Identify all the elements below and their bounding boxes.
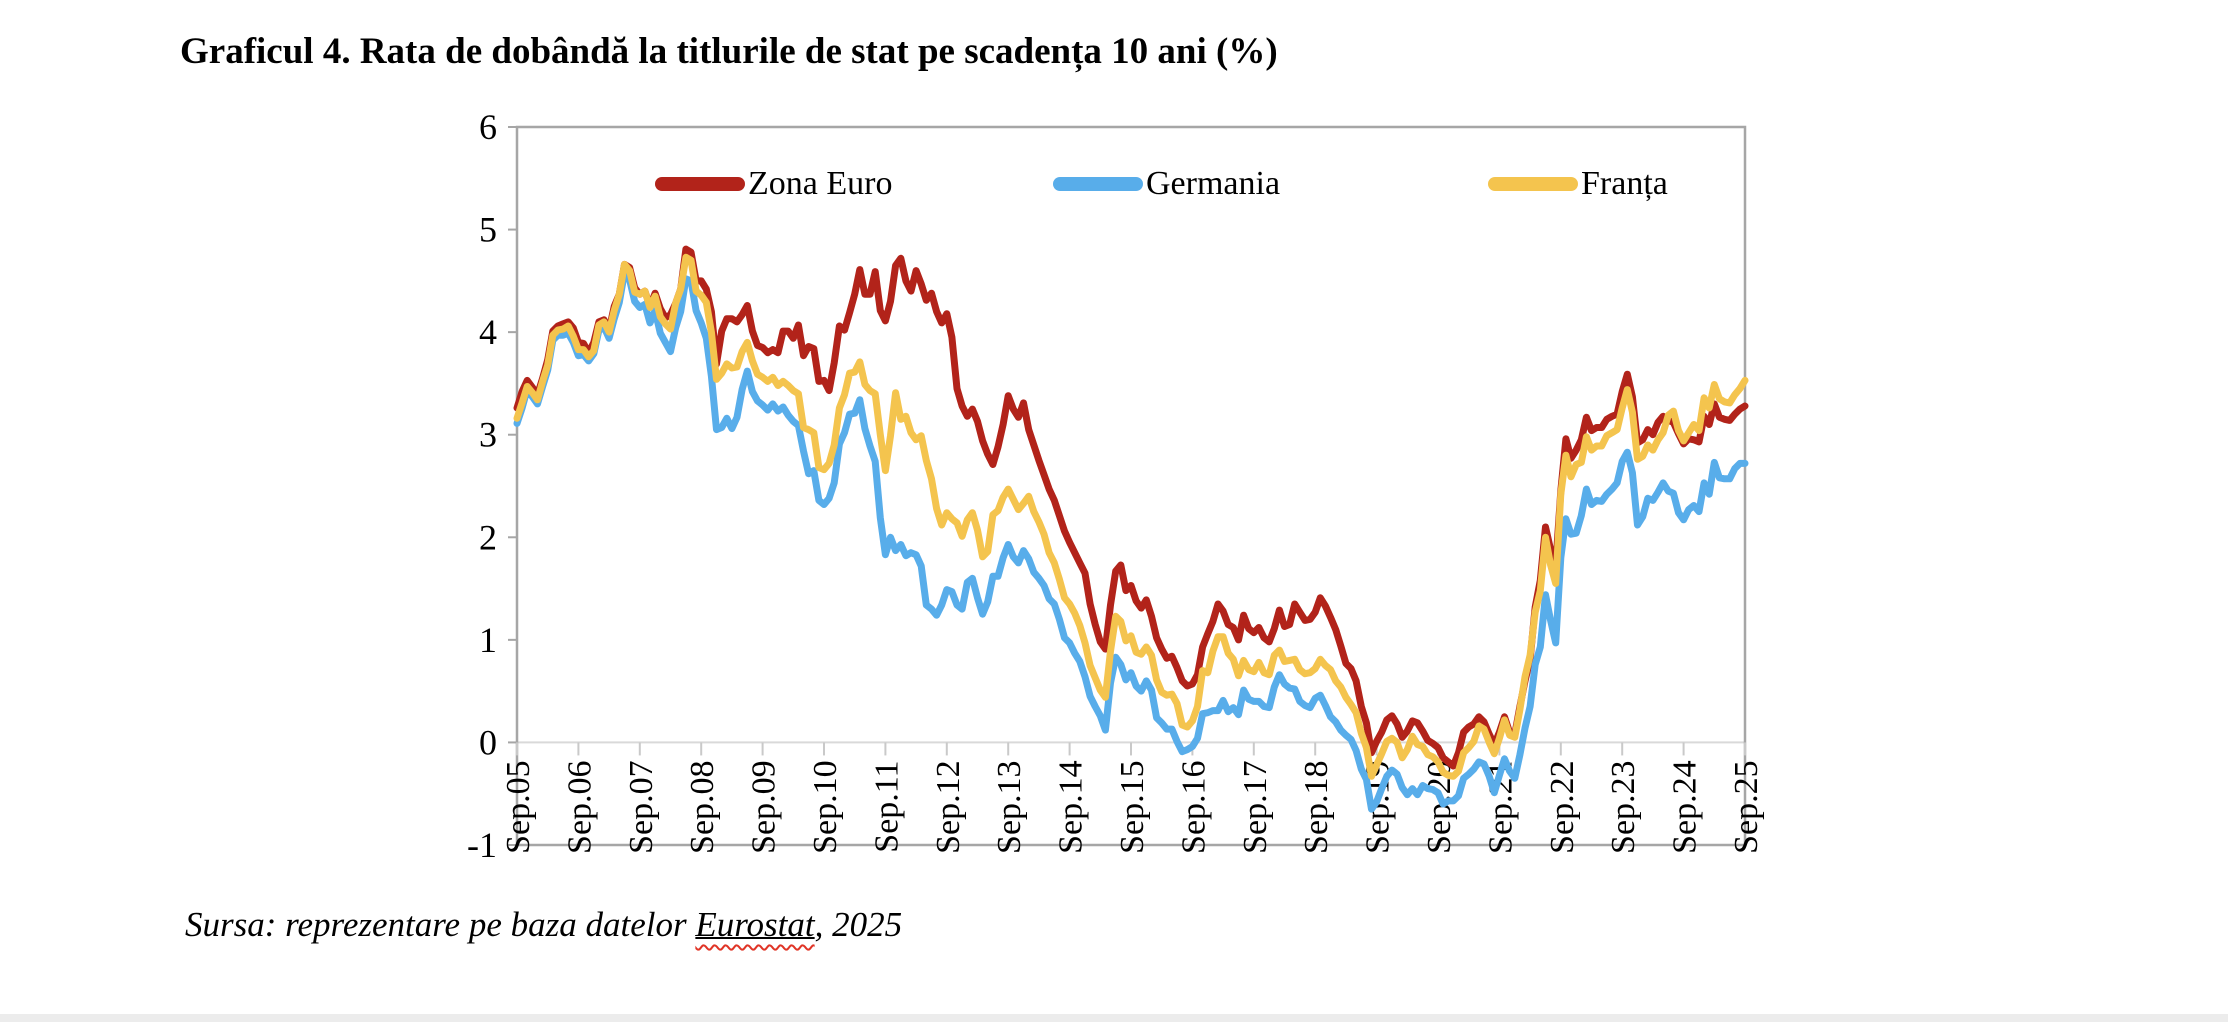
legend-label-franta: Franța [1581,165,1668,202]
series-line-franța [513,253,1749,780]
source-caption: Sursa: reprezentare pe baza datelor Euro… [185,905,902,945]
x-axis-label: Sep.06 [561,760,598,854]
legend-item-franta: Franța [1488,165,1668,202]
y-axis-label: 0 [479,722,497,762]
zona-euro-line-swatch [655,177,745,191]
franta-line-swatch [1488,177,1578,191]
y-axis-label: 2 [479,517,497,557]
x-axis-label: Sep.11 [868,760,905,852]
legend-label-zona-euro: Zona Euro [748,165,893,202]
plot-border [515,125,1747,847]
y-axis-label: 6 [479,107,497,147]
x-axis-label: Sep.14 [1053,760,1090,854]
x-axis-label: Sep.09 [746,760,783,854]
y-axis-label: 1 [479,620,497,660]
x-axis-label: Sep.08 [684,760,721,854]
y-axis-label: 3 [479,415,497,455]
x-axis-label: Sep.15 [1114,760,1151,854]
x-axis-label: Sep.24 [1667,760,1704,854]
y-axis-label: 5 [479,210,497,250]
x-axis-label: Sep.13 [991,760,1028,854]
source-eurostat-link: Eurostat [695,905,815,944]
x-axis-label: Sep.05 [500,760,537,854]
x-axis-label: Sep.18 [1298,760,1335,854]
chart-title: Graficul 4. Rata de dobândă la titlurile… [180,31,1278,72]
x-axis-label: Sep.16 [1175,760,1212,854]
x-axis-label: Sep.23 [1605,760,1642,854]
x-axis-label: Sep.10 [807,760,844,854]
x-axis-label: Sep.25 [1728,760,1765,854]
x-axis-label: Sep.17 [1237,760,1274,854]
x-axis-label: Sep.22 [1544,760,1581,854]
source-prefix: Sursa: reprezentare pe baza datelor [185,905,696,944]
x-axis-label: Sep.12 [930,760,967,854]
y-axis-label: -1 [467,825,497,865]
germania-line-swatch [1053,177,1143,191]
window-bottom-edge [0,1014,2228,1022]
x-axis-label: Sep.07 [623,760,660,854]
legend-item-germania: Germania [1053,165,1281,202]
y-axis-label: 4 [479,312,497,352]
legend-item-zona-euro: Zona Euro [655,165,893,202]
source-suffix: , 2025 [814,905,903,944]
series-line-germania [513,269,1749,813]
legend-label-germania: Germania [1146,165,1281,202]
